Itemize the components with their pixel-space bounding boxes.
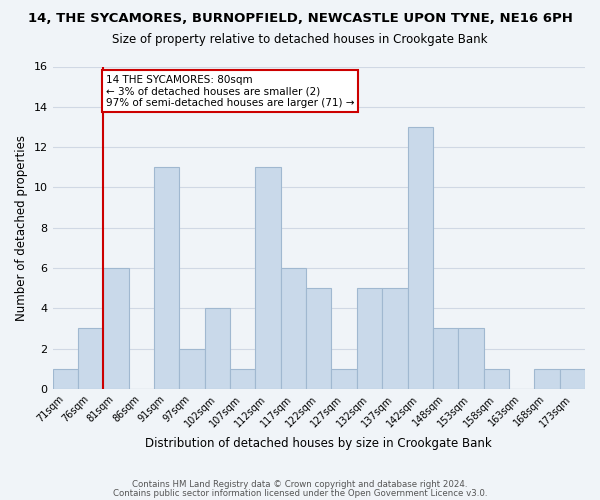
Text: Size of property relative to detached houses in Crookgate Bank: Size of property relative to detached ho… — [112, 32, 488, 46]
Bar — [331, 368, 357, 389]
Bar — [230, 368, 256, 389]
Bar — [179, 348, 205, 389]
Bar — [382, 288, 407, 389]
Bar — [484, 368, 509, 389]
Bar — [534, 368, 560, 389]
Bar — [103, 268, 128, 389]
Bar — [560, 368, 585, 389]
Bar — [357, 288, 382, 389]
X-axis label: Distribution of detached houses by size in Crookgate Bank: Distribution of detached houses by size … — [145, 437, 492, 450]
Bar — [154, 167, 179, 389]
Bar — [78, 328, 103, 389]
Text: Contains public sector information licensed under the Open Government Licence v3: Contains public sector information licen… — [113, 489, 487, 498]
Bar — [458, 328, 484, 389]
Bar — [433, 328, 458, 389]
Bar — [53, 368, 78, 389]
Text: 14 THE SYCAMORES: 80sqm
← 3% of detached houses are smaller (2)
97% of semi-deta: 14 THE SYCAMORES: 80sqm ← 3% of detached… — [106, 74, 354, 108]
Bar — [205, 308, 230, 389]
Text: 14, THE SYCAMORES, BURNOPFIELD, NEWCASTLE UPON TYNE, NE16 6PH: 14, THE SYCAMORES, BURNOPFIELD, NEWCASTL… — [28, 12, 572, 26]
Bar — [256, 167, 281, 389]
Text: Contains HM Land Registry data © Crown copyright and database right 2024.: Contains HM Land Registry data © Crown c… — [132, 480, 468, 489]
Bar — [306, 288, 331, 389]
Y-axis label: Number of detached properties: Number of detached properties — [15, 134, 28, 320]
Bar — [281, 268, 306, 389]
Bar — [407, 127, 433, 389]
